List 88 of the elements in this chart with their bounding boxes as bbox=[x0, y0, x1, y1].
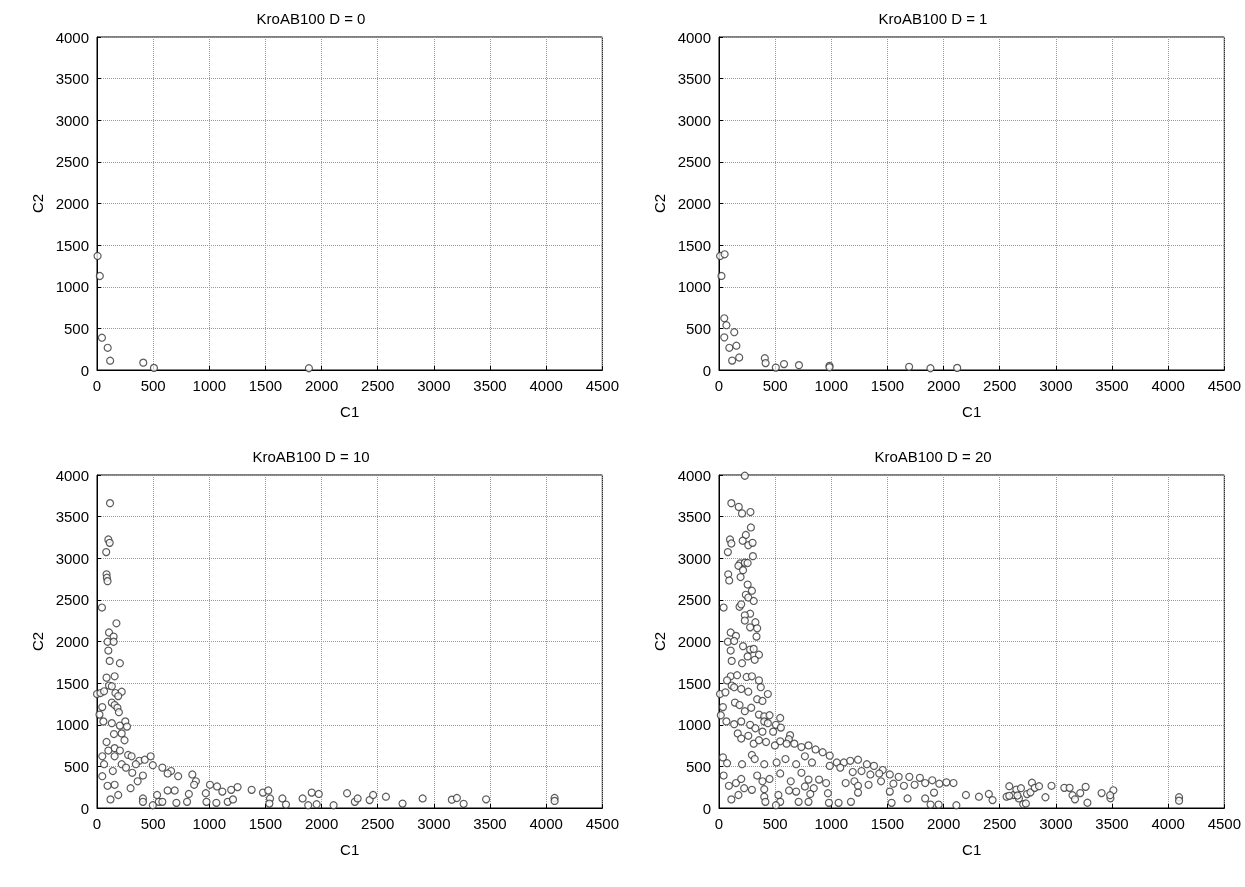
y-tick-label: 2000 bbox=[677, 195, 711, 212]
y-tick-label: 3500 bbox=[55, 70, 89, 88]
x-tick-label: 3500 bbox=[1095, 815, 1129, 832]
x-tick-label: 1000 bbox=[192, 377, 226, 394]
y-tick-label: 2500 bbox=[55, 153, 89, 171]
y-tick-label: 1500 bbox=[677, 236, 711, 254]
y-tick-label: 4000 bbox=[677, 28, 711, 46]
y-tick-label: 3500 bbox=[677, 508, 711, 526]
y-tick-label: 1500 bbox=[55, 674, 89, 692]
x-tick-label: 1500 bbox=[248, 815, 283, 832]
x-tick-label: 4000 bbox=[529, 377, 563, 394]
x-tick-label: 4500 bbox=[585, 815, 619, 832]
y-tick-label: 2500 bbox=[677, 591, 711, 609]
y-tick-label: 3000 bbox=[677, 549, 711, 567]
y-tick-label: 4000 bbox=[55, 466, 89, 484]
x-axis-title: C1 bbox=[962, 841, 982, 858]
chart-title: KroAB100 D = 1 bbox=[878, 10, 988, 27]
x-tick-label: 3000 bbox=[417, 815, 451, 832]
y-tick-label: 1000 bbox=[677, 716, 711, 734]
x-tick-label: 4000 bbox=[529, 815, 563, 832]
x-tick-label: 4500 bbox=[1207, 815, 1241, 832]
x-tick-label: 0 bbox=[714, 377, 724, 394]
y-tick-label: 3000 bbox=[55, 549, 89, 567]
y-tick-label: 0 bbox=[702, 361, 711, 379]
x-tick-label: 2000 bbox=[926, 377, 961, 394]
x-tick-label: 1500 bbox=[248, 377, 283, 394]
x-tick-label: 500 bbox=[140, 377, 166, 394]
y-tick-label: 500 bbox=[63, 757, 89, 775]
y-tick-label: 500 bbox=[685, 319, 711, 337]
x-tick-label: 2500 bbox=[361, 815, 395, 832]
x-tick-label: 2500 bbox=[983, 377, 1017, 394]
y-tick-label: 500 bbox=[63, 319, 89, 337]
x-tick-label: 3000 bbox=[417, 377, 451, 394]
y-tick-label: 0 bbox=[80, 799, 89, 817]
chart-title: KroAB100 D = 10 bbox=[252, 448, 370, 465]
x-tick-label: 0 bbox=[92, 377, 102, 394]
x-tick-label: 3000 bbox=[1039, 377, 1073, 394]
y-tick-label: 1500 bbox=[55, 236, 89, 254]
chart-title: KroAB100 D = 0 bbox=[256, 10, 366, 27]
x-tick-label: 2000 bbox=[304, 377, 339, 394]
y-tick-label: 3500 bbox=[55, 508, 89, 526]
x-tick-label: 500 bbox=[762, 377, 788, 394]
x-tick-label: 1000 bbox=[192, 815, 226, 832]
x-tick-label: 2500 bbox=[983, 815, 1017, 832]
x-tick-label: 4000 bbox=[1151, 815, 1185, 832]
x-tick-label: 3500 bbox=[473, 377, 507, 394]
y-tick-label: 2500 bbox=[55, 591, 89, 609]
y-axis-title: C2 bbox=[650, 631, 668, 652]
y-tick-label: 1000 bbox=[677, 278, 711, 296]
x-tick-label: 500 bbox=[140, 815, 166, 832]
y-tick-label: 0 bbox=[702, 799, 711, 817]
x-tick-label: 1000 bbox=[814, 815, 848, 832]
x-tick-label: 2500 bbox=[361, 377, 395, 394]
y-tick-label: 3500 bbox=[677, 70, 711, 88]
y-axis-title: C2 bbox=[28, 631, 46, 652]
y-tick-label: 3000 bbox=[677, 111, 711, 129]
y-tick-label: 1000 bbox=[55, 716, 89, 734]
y-axis-title: C2 bbox=[650, 193, 668, 214]
y-tick-label: 4000 bbox=[55, 28, 89, 46]
x-tick-label: 4000 bbox=[1151, 377, 1185, 394]
y-axis-title: C2 bbox=[28, 193, 46, 214]
y-tick-label: 1500 bbox=[677, 674, 711, 692]
x-tick-label: 1500 bbox=[870, 377, 905, 394]
x-tick-label: 2000 bbox=[304, 815, 339, 832]
y-tick-label: 2500 bbox=[677, 153, 711, 171]
x-tick-label: 3000 bbox=[1039, 815, 1073, 832]
x-axis-title: C1 bbox=[962, 403, 982, 420]
y-tick-label: 0 bbox=[80, 361, 89, 379]
x-tick-label: 500 bbox=[762, 815, 788, 832]
chart-title: KroAB100 D = 20 bbox=[874, 448, 992, 465]
x-tick-label: 4500 bbox=[1207, 377, 1241, 394]
x-tick-label: 0 bbox=[714, 815, 724, 832]
x-axis-title: C1 bbox=[340, 403, 360, 420]
y-tick-label: 2000 bbox=[55, 633, 89, 650]
x-tick-label: 1000 bbox=[814, 377, 848, 394]
x-axis-title: C1 bbox=[340, 841, 360, 858]
x-tick-label: 3500 bbox=[473, 815, 507, 832]
y-tick-label: 2000 bbox=[55, 195, 89, 212]
x-tick-label: 4500 bbox=[585, 377, 619, 394]
y-tick-label: 500 bbox=[685, 757, 711, 775]
x-tick-label: 2000 bbox=[926, 815, 961, 832]
x-tick-label: 1500 bbox=[870, 815, 905, 832]
x-tick-label: 3500 bbox=[1095, 377, 1129, 394]
x-tick-label: 0 bbox=[92, 815, 102, 832]
y-tick-label: 2000 bbox=[677, 633, 711, 650]
y-tick-label: 1000 bbox=[55, 278, 89, 296]
y-tick-label: 3000 bbox=[55, 111, 89, 129]
y-tick-label: 4000 bbox=[677, 466, 711, 484]
